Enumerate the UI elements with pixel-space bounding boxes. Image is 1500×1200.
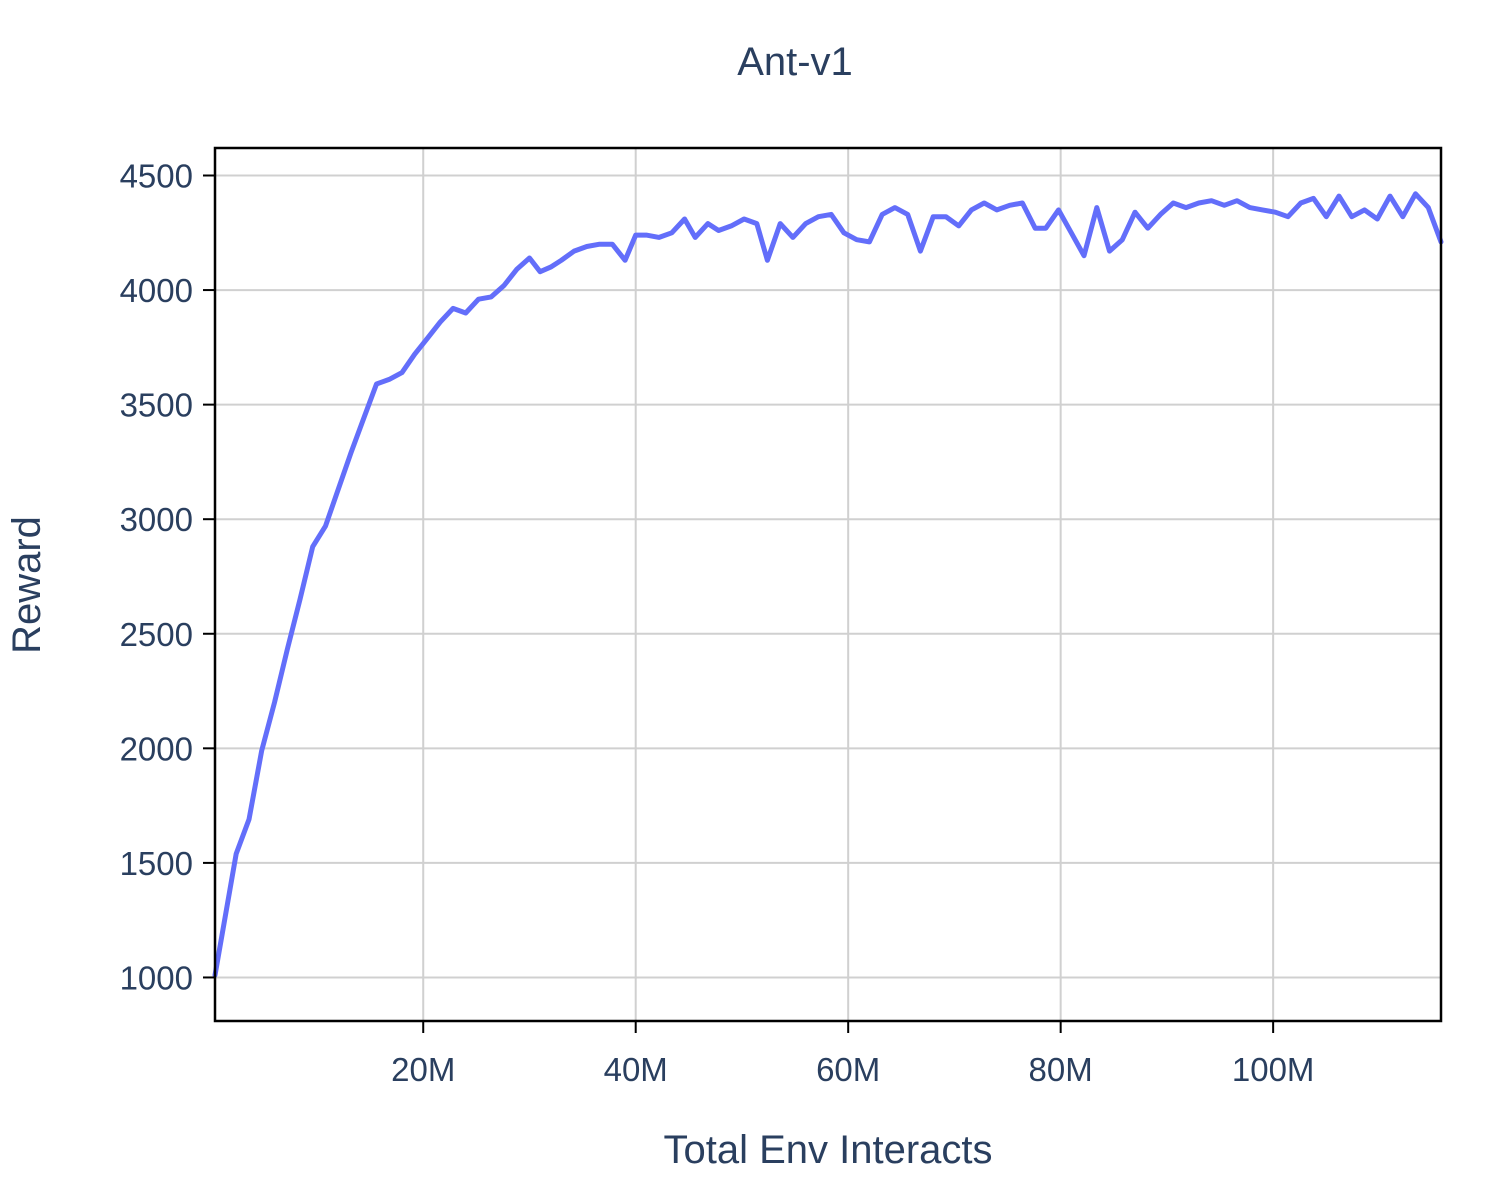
- series-line-0: [212, 191, 1444, 978]
- x-tick-label: 100M: [1232, 1051, 1315, 1088]
- x-axis-label: Total Env Interacts: [663, 1128, 992, 1172]
- y-axis-label: Reward: [5, 516, 49, 654]
- ticks: 1000 1500 2000 2500 3000 3500 4000 4500 20M 40M 60…: [120, 157, 1315, 1088]
- y-tick-label: 2500: [120, 616, 193, 653]
- y-tick-label: 1000: [120, 959, 193, 996]
- chart-title: Ant-v1: [737, 40, 853, 84]
- plot-frame: [213, 146, 1443, 1023]
- x-tick-label: 20M: [391, 1051, 455, 1088]
- y-tick-label: 1500: [120, 845, 193, 882]
- grid: [215, 148, 1441, 1021]
- x-tick-label: 60M: [816, 1051, 880, 1088]
- x-tick-label: 40M: [604, 1051, 668, 1088]
- y-tick-label: 4000: [120, 272, 193, 309]
- y-tick-label: 4500: [120, 157, 193, 194]
- series-layer: [212, 191, 1444, 978]
- y-tick-label: 3500: [120, 387, 193, 424]
- x-tick-label: 80M: [1029, 1051, 1093, 1088]
- y-tick-label: 2000: [120, 730, 193, 767]
- y-tick-label: 3000: [120, 501, 193, 538]
